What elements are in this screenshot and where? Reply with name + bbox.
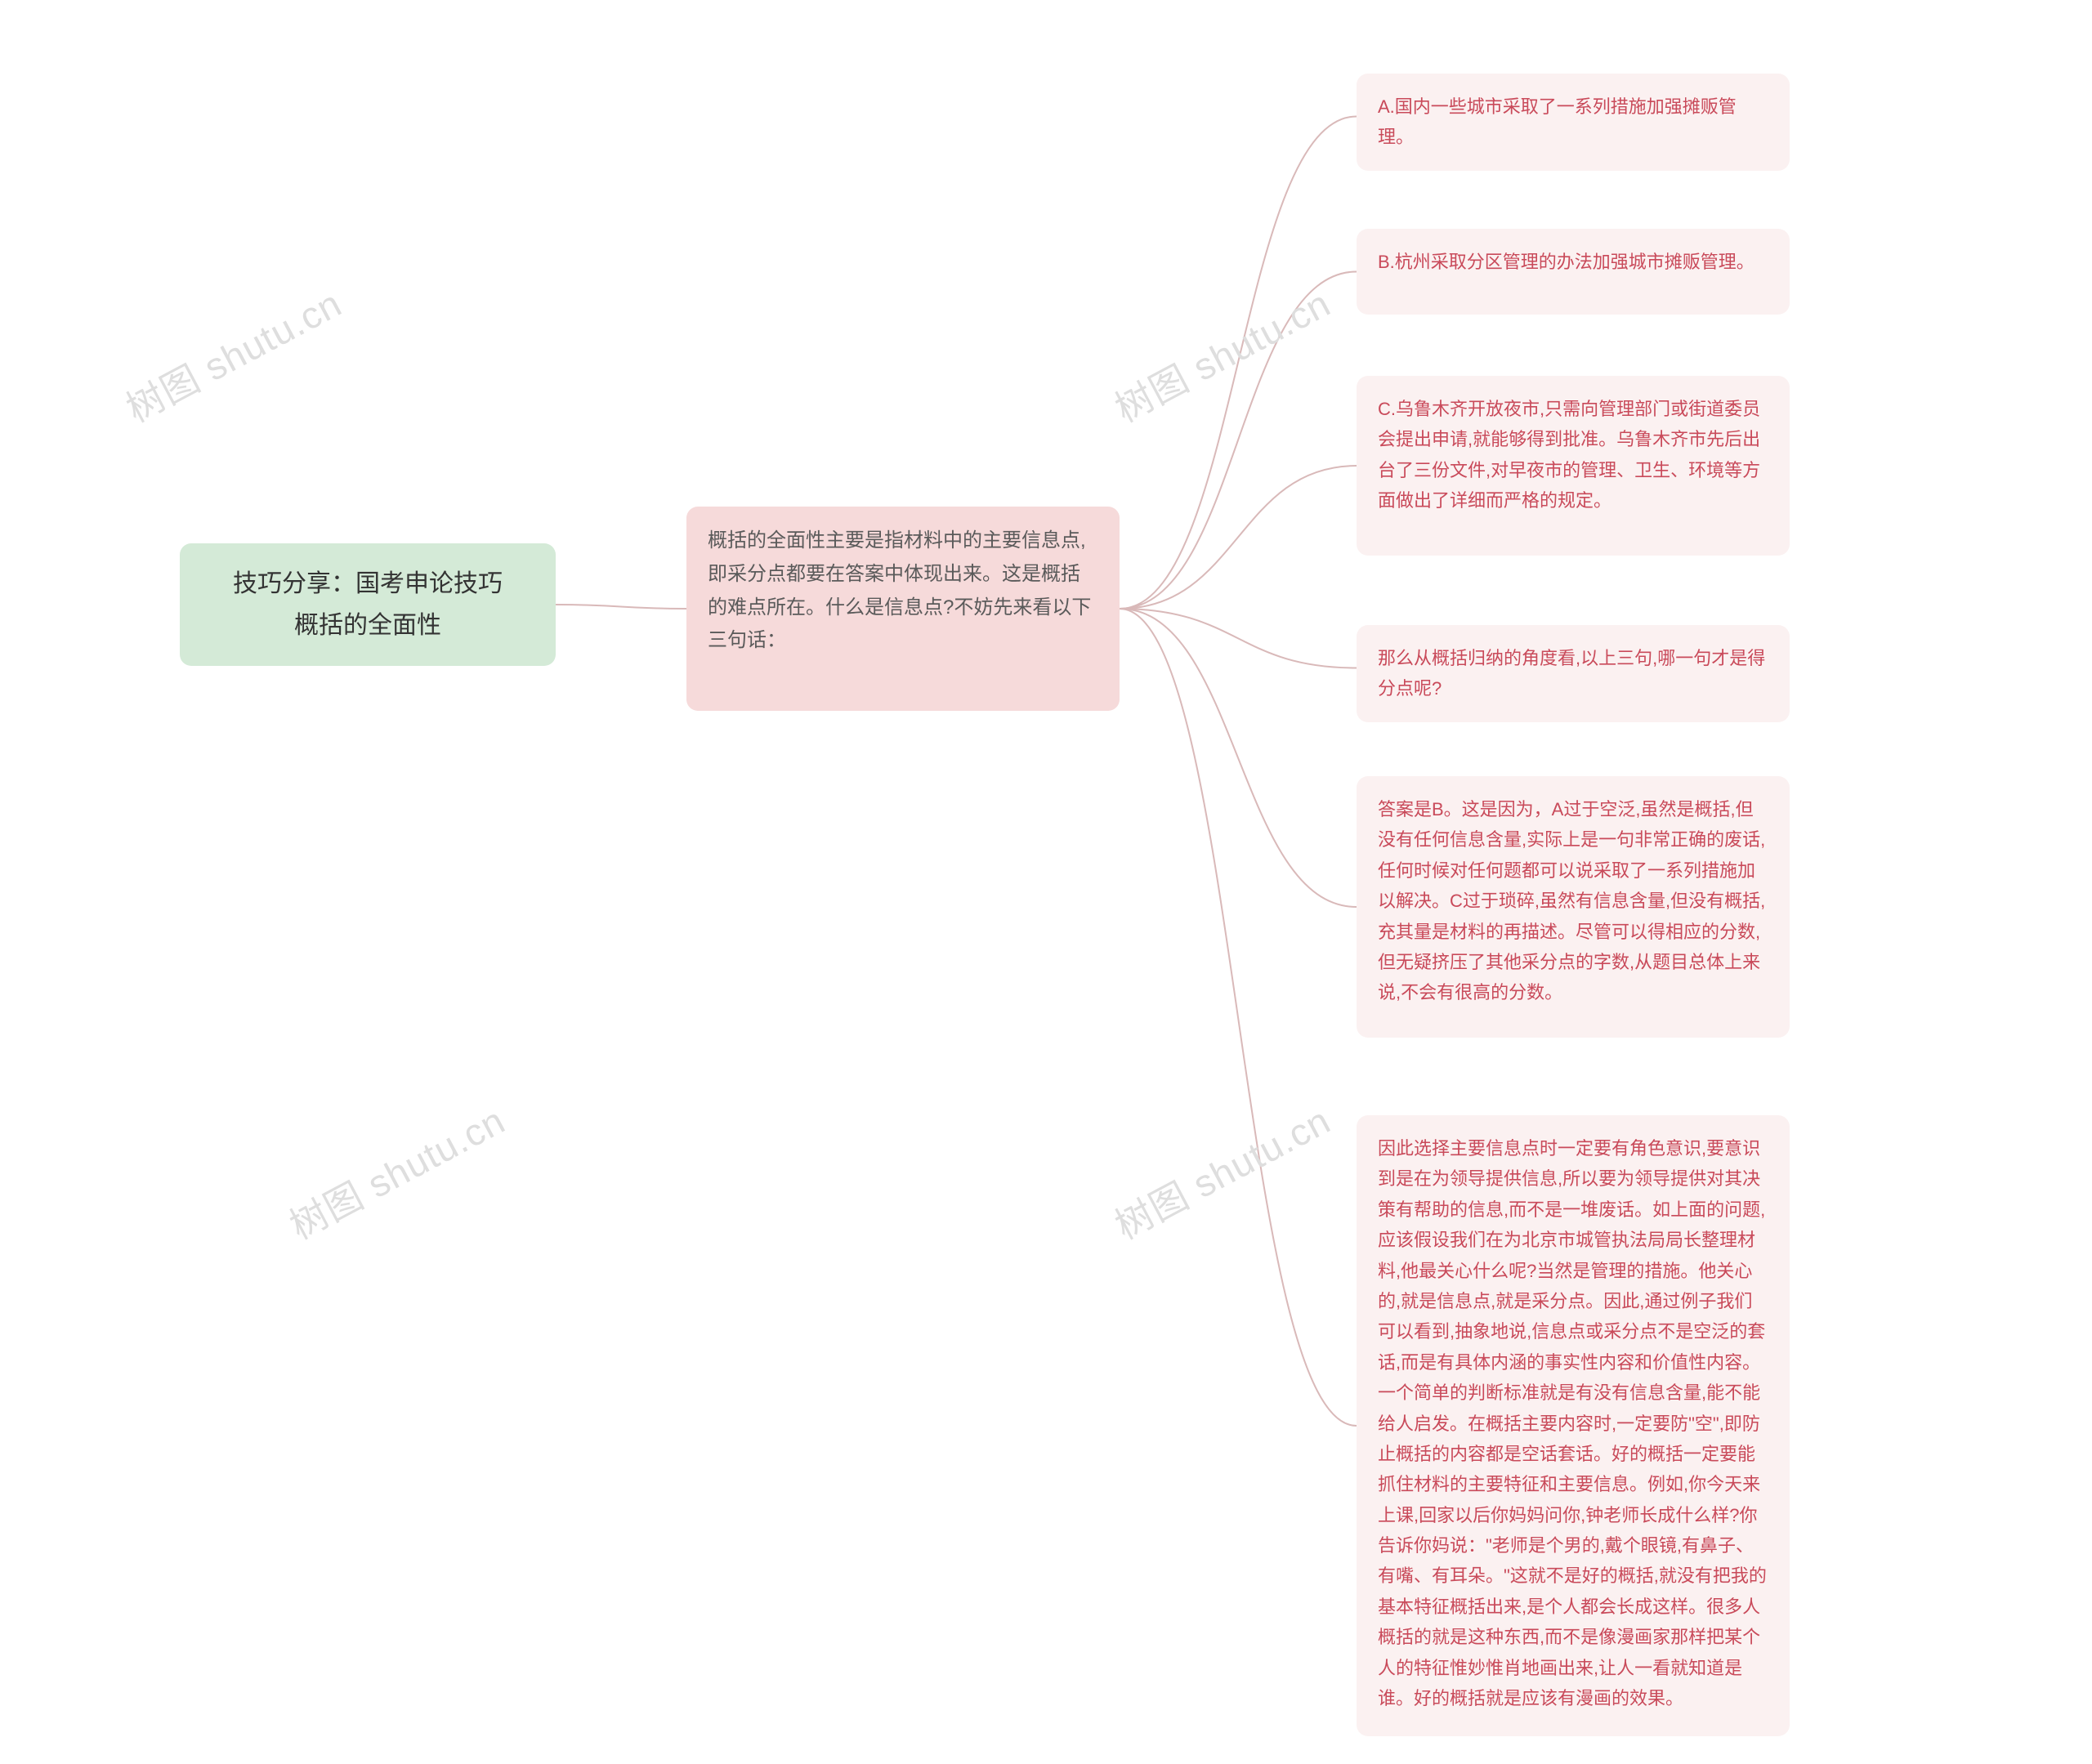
leaf-node: 那么从概括归纳的角度看,以上三句,哪一句才是得分点呢? [1357,625,1790,722]
leaf-text: B.杭州采取分区管理的办法加强城市摊贩管理。 [1378,252,1755,272]
leaf-node: C.乌鲁木齐开放夜市,只需向管理部门或街道委员会提出申请,就能够得到批准。乌鲁木… [1357,376,1790,556]
watermark: 树图 shutu.cn [1104,275,1339,433]
leaf-text: 那么从概括归纳的角度看,以上三句,哪一句才是得分点呢? [1378,648,1765,699]
watermark: 树图 shutu.cn [1104,1092,1339,1250]
leaf-text: C.乌鲁木齐开放夜市,只需向管理部门或街道委员会提出申请,就能够得到批准。乌鲁木… [1378,399,1760,511]
watermark: 树图 shutu.cn [115,275,350,433]
leaf-text: A.国内一些城市采取了一系列措施加强摊贩管理。 [1378,96,1737,147]
root-text: 技巧分享：国考申论技巧 概括的全面性 [233,563,503,646]
leaf-node: 因此选择主要信息点时一定要有角色意识,要意识到是在为领导提供信息,所以要为领导提… [1357,1115,1790,1736]
root-node: 技巧分享：国考申论技巧 概括的全面性 [180,543,556,666]
leaf-text: 因此选择主要信息点时一定要有角色意识,要意识到是在为领导提供信息,所以要为领导提… [1378,1138,1767,1708]
watermark: 树图 shutu.cn [279,1092,513,1250]
mid-text: 概括的全面性主要是指材料中的主要信息点,即采分点都要在答案中体现出来。这是概括的… [708,529,1091,651]
leaf-text: 答案是B。这是因为，A过于空泛,虽然是概括,但没有任何信息含量,实际上是一句非常… [1378,799,1765,1003]
leaf-node: B.杭州采取分区管理的办法加强城市摊贩管理。 [1357,229,1790,315]
mid-node: 概括的全面性主要是指材料中的主要信息点,即采分点都要在答案中体现出来。这是概括的… [686,507,1120,711]
leaf-node: A.国内一些城市采取了一系列措施加强摊贩管理。 [1357,74,1790,171]
leaf-node: 答案是B。这是因为，A过于空泛,虽然是概括,但没有任何信息含量,实际上是一句非常… [1357,776,1790,1038]
